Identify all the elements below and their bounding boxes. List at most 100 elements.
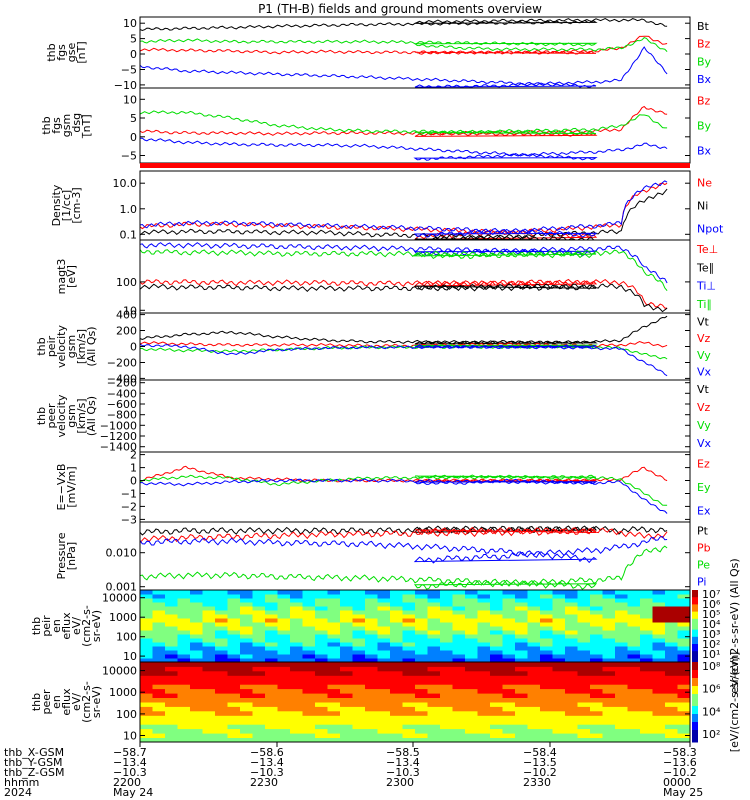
- y-tick-label: −400: [107, 372, 137, 385]
- heatmap-cell: [190, 606, 203, 611]
- heatmap-cell: [640, 706, 653, 712]
- heatmap-cell: [652, 684, 666, 690]
- heatmap-cell: [402, 666, 416, 672]
- heatmap-cell: [590, 606, 603, 611]
- heatmap-cell: [640, 642, 653, 647]
- heatmap-cell: [490, 733, 503, 738]
- heatmap-cell: [402, 642, 416, 647]
- heatmap-cell: [540, 606, 553, 611]
- heatmap-cell: [215, 638, 228, 643]
- heatmap-cell: [340, 626, 353, 631]
- heatmap-cell: [165, 630, 178, 635]
- heatmap-cell: [177, 710, 191, 716]
- heatmap-cell: [290, 650, 303, 655]
- heatmap-cell: [252, 606, 266, 611]
- heatmap-cell: [327, 724, 341, 730]
- heatmap-cell: [427, 733, 441, 738]
- heatmap-cell: [215, 642, 228, 647]
- heatmap-cell: [515, 737, 528, 743]
- heatmap-cell: [627, 598, 641, 603]
- heatmap-cell: [165, 634, 178, 639]
- heatmap-cell: [452, 590, 466, 595]
- legend-label: Pt: [697, 525, 709, 538]
- heatmap-cell: [352, 670, 366, 676]
- heatmap-cell: [527, 598, 541, 603]
- colorbar-tick-label: 10³: [702, 628, 720, 641]
- heatmap-cell: [527, 737, 541, 743]
- series-line-pe: [139, 545, 668, 590]
- heatmap-cell: [565, 610, 578, 615]
- heatmap-cell: [215, 697, 228, 703]
- heatmap-cell: [202, 728, 216, 734]
- heatmap-cell: [502, 733, 516, 738]
- heatmap-cell: [402, 650, 416, 655]
- heatmap-cell: [577, 634, 591, 639]
- heatmap-cell: [140, 614, 153, 619]
- heatmap-cell: [252, 654, 266, 659]
- heatmap-cell: [315, 646, 328, 651]
- heatmap-cell: [440, 675, 453, 681]
- heatmap-cell: [340, 688, 353, 694]
- heatmap-cell: [265, 642, 278, 647]
- heatmap-cell: [652, 737, 666, 743]
- heatmap-cell: [315, 630, 328, 635]
- heatmap-cell: [552, 724, 566, 730]
- heatmap-cell: [240, 733, 253, 738]
- heatmap-cell: [240, 710, 253, 716]
- heatmap-cell: [215, 630, 228, 635]
- heatmap-cell: [290, 654, 303, 659]
- heatmap-cell: [515, 693, 528, 698]
- heatmap-cell: [190, 666, 203, 672]
- heatmap-cell: [302, 626, 316, 631]
- heatmap-cell: [627, 658, 641, 663]
- y-axis-label: eV/: [70, 693, 83, 711]
- heatmap-cell: [302, 590, 316, 595]
- heatmap-cell: [677, 662, 691, 667]
- heatmap-cell: [640, 606, 653, 611]
- footer-value: −58.3: [663, 746, 697, 759]
- heatmap-cell: [652, 679, 666, 685]
- heatmap-cell: [365, 724, 378, 730]
- heatmap-cell: [552, 634, 566, 639]
- heatmap-cell: [165, 646, 178, 651]
- heatmap-cell: [165, 606, 178, 611]
- heatmap-cell: [352, 706, 366, 712]
- heatmap-cell: [377, 697, 391, 703]
- heatmap-cell: [590, 654, 603, 659]
- heatmap-cell: [215, 618, 228, 623]
- heatmap-cell: [215, 675, 228, 681]
- heatmap-cell: [365, 650, 378, 655]
- heatmap-cell: [190, 646, 203, 651]
- y-tick-label: 10000: [102, 665, 137, 678]
- heatmap-cell: [240, 618, 253, 623]
- heatmap-cell: [365, 684, 378, 690]
- heatmap-cell: [177, 679, 191, 685]
- heatmap-cell: [415, 715, 428, 721]
- heatmap-cell: [590, 702, 603, 707]
- y-axis-label: gse: [65, 43, 78, 63]
- heatmap-cell: [177, 598, 191, 603]
- heatmap-cell: [152, 670, 166, 676]
- heatmap-cell: [165, 662, 178, 667]
- heatmap-cell: [302, 598, 316, 603]
- heatmap-cell: [352, 658, 366, 663]
- heatmap-cell: [577, 618, 591, 623]
- heatmap-cell: [552, 646, 566, 651]
- heatmap-cell: [490, 679, 503, 685]
- heatmap-cell: [627, 719, 641, 725]
- heatmap-cell: [427, 715, 441, 721]
- heatmap-cell: [527, 622, 541, 627]
- heatmap-cell: [327, 737, 341, 743]
- heatmap-cell: [215, 606, 228, 611]
- heatmap-cell: [227, 626, 241, 631]
- y-tick-label: 5: [130, 33, 137, 46]
- heatmap-cell: [190, 710, 203, 716]
- heatmap-cell: [452, 710, 466, 716]
- heatmap-cell: [202, 666, 216, 672]
- colorbar-segment: [692, 636, 698, 641]
- heatmap-cell: [302, 630, 316, 635]
- heatmap-cell: [352, 724, 366, 730]
- footer-value: −58.7: [113, 746, 147, 759]
- y-axis-label: (All Qs): [85, 396, 98, 436]
- heatmap-cell: [252, 630, 266, 635]
